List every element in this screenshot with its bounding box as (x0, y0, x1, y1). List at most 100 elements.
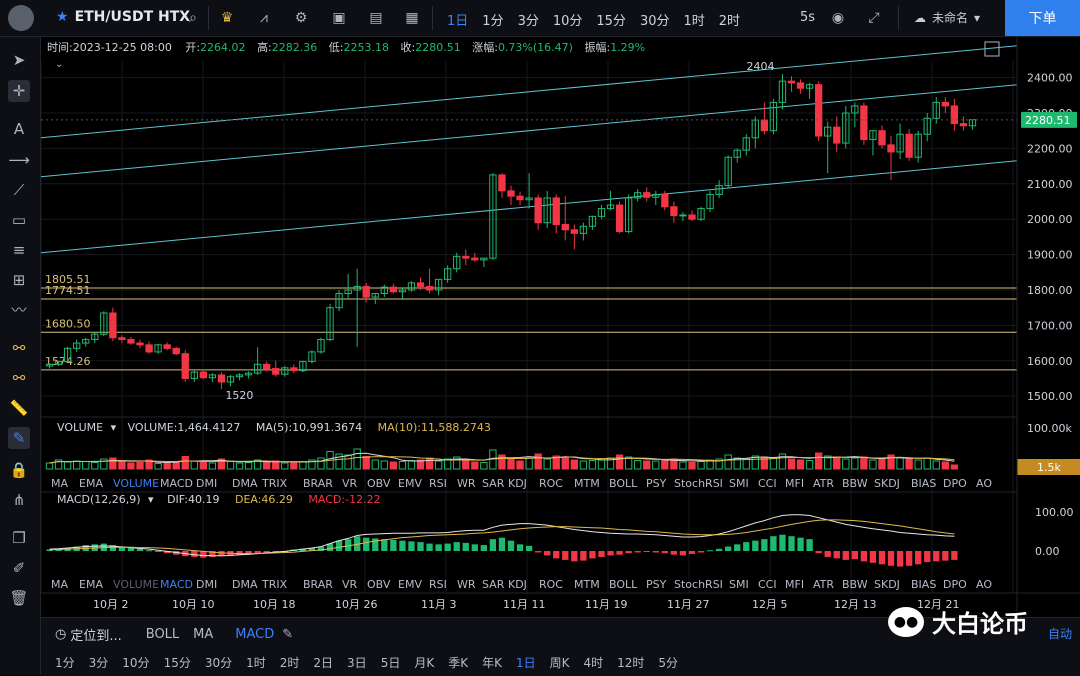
timeframe-13[interactable]: 1日 (515, 656, 536, 670)
magnet-strong-icon[interactable]: ⚯ (12, 369, 26, 387)
indicator-tab-atr[interactable]: ATR (813, 578, 834, 591)
indicator-tab-bbw[interactable]: BBW (842, 477, 868, 490)
indicator-tab-vr[interactable]: VR (342, 477, 358, 490)
indicator-tab-dpo[interactable]: DPO (943, 477, 967, 490)
tool-ma[interactable]: MA (193, 627, 214, 642)
interval-tab-4[interactable]: 15分 (596, 14, 626, 29)
wave-icon[interactable]: 〰 (11, 301, 27, 319)
indicator-tab-ao[interactable]: AO (976, 578, 992, 591)
indicator-tab-cci[interactable]: CCI (758, 477, 777, 490)
layout-icon[interactable]: ▦ (405, 10, 419, 26)
indicator-tab-bbw[interactable]: BBW (842, 578, 868, 591)
goto-button[interactable]: 定位到... (70, 629, 122, 644)
timeframe-9[interactable]: 5日 (380, 656, 401, 670)
dropdown-triangle-icon[interactable]: ▾ (148, 493, 154, 506)
indicator-tab-bias[interactable]: BIAS (911, 477, 936, 490)
timeframe-14[interactable]: 周K (549, 656, 570, 670)
indicator-tab-vr[interactable]: VR (342, 578, 358, 591)
favorite-star-icon[interactable]: ★ (56, 9, 69, 25)
indicator-tab-ma[interactable]: MA (51, 578, 68, 591)
timeframe-3[interactable]: 15分 (163, 656, 191, 670)
channel-line-0[interactable] (41, 45, 1018, 139)
magnet-icon[interactable]: ⚯ (12, 339, 26, 357)
dropdown-triangle-icon[interactable]: ▾ (111, 421, 117, 434)
channel-line-1[interactable] (41, 84, 1018, 178)
symbol-selector[interactable]: ★ ETH/USDT HTX (56, 9, 190, 25)
interval-tab-2[interactable]: 3分 (517, 14, 539, 29)
indicator-tab-brar[interactable]: BRAR (303, 578, 333, 591)
interval-tab-5[interactable]: 30分 (639, 14, 670, 29)
timeframe-12[interactable]: 年K (482, 656, 502, 670)
timeframe-17[interactable]: 5分 (658, 656, 679, 670)
edit-icon[interactable]: ✎ (282, 627, 294, 642)
indicator-tab-ema[interactable]: EMA (79, 477, 103, 490)
indicator-tab-smi[interactable]: SMI (729, 578, 749, 591)
price-axis[interactable]: 2400.002300.002200.002100.002000.001900.… (41, 72, 1073, 404)
indicator-tab-ma[interactable]: MA (51, 477, 68, 490)
indicator-tab-trix[interactable]: TRIX (261, 477, 288, 490)
timeframe-16[interactable]: 12时 (617, 656, 645, 670)
timeframe-5[interactable]: 1时 (246, 656, 266, 670)
indicator-tab-macd[interactable]: MACD (160, 578, 193, 591)
pen-icon[interactable]: ✎ (8, 427, 30, 449)
rectangle-icon[interactable]: ▭ (11, 211, 27, 229)
indicator-tab-sar[interactable]: SAR (482, 477, 505, 490)
indicator-tab-mtm[interactable]: MTM (574, 578, 600, 591)
indicator-tab-mfi[interactable]: MFI (785, 477, 804, 490)
timeframe-4[interactable]: 30分 (204, 656, 233, 670)
indicator-tab-mtm[interactable]: MTM (574, 477, 600, 490)
indicator-tab-roc[interactable]: ROC (539, 578, 563, 591)
indicator-tab-volume[interactable]: VOLUME (113, 477, 159, 490)
auto-button[interactable]: 自动 (1047, 627, 1072, 641)
date-axis[interactable]: 10月 2 10月 10 10月 18 10月 26 11月 3 11月 11 11月 19… (93, 598, 960, 611)
collapse-chevron-icon[interactable]: ⌄ (55, 59, 63, 70)
indicator-tab-kdj[interactable]: KDJ (508, 578, 527, 591)
timeframe-2[interactable]: 10分 (122, 656, 150, 670)
indicator-tab-dpo[interactable]: DPO (943, 578, 967, 591)
indicator-tab-psy[interactable]: PSY (646, 477, 667, 490)
app-logo[interactable] (8, 5, 34, 31)
interval-tab-7[interactable]: 2时 (718, 14, 741, 29)
timeframe-10[interactable]: 月K (414, 656, 435, 670)
interval-tab-3[interactable]: 10分 (552, 14, 583, 29)
indicator-tab-mfi[interactable]: MFI (785, 578, 804, 591)
refresh-rate[interactable]: 5s (800, 10, 816, 25)
camera-icon[interactable]: ◉ (831, 10, 845, 26)
timeframe-8[interactable]: 3日 (347, 656, 367, 670)
indicator-tab-smi[interactable]: SMI (729, 477, 749, 490)
indicator-tab-dmi[interactable]: DMI (196, 477, 217, 490)
crosshair-icon[interactable]: ✛ (8, 80, 30, 102)
crown-icon[interactable]: ♛ (220, 10, 234, 26)
indicator-tab-wr[interactable]: WR (457, 578, 476, 591)
indicator-tab-rsi[interactable]: RSI (429, 477, 447, 490)
indicator-tab-emv[interactable]: EMV (398, 578, 422, 591)
indicator-tab-macd[interactable]: MACD (160, 477, 193, 490)
clock-icon[interactable]: ◷ (55, 627, 67, 642)
channel-icon[interactable]: ≡ (12, 241, 26, 259)
horizontal-line-icon[interactable]: ⟶ (8, 151, 30, 169)
interval-tab-6[interactable]: 1时 (683, 14, 705, 29)
indicator-tab-wr[interactable]: WR (457, 477, 476, 490)
text-tool-icon[interactable]: A (13, 120, 25, 138)
visibility-icon[interactable]: ⋔ (12, 491, 26, 509)
timeframe-11[interactable]: 季K (448, 656, 469, 670)
indicator-tab-dmi[interactable]: DMI (196, 578, 217, 591)
search-icon[interactable]: ⌕ (189, 10, 197, 26)
indicator-tab-ao[interactable]: AO (976, 477, 992, 490)
timeframe-0[interactable]: 1分 (55, 656, 75, 670)
edit-icon[interactable]: ✐ (12, 559, 26, 577)
screenshot-icon[interactable]: ▣ (332, 10, 346, 26)
indicator-tab-psy[interactable]: PSY (646, 578, 667, 591)
timeframe-1[interactable]: 3分 (88, 656, 109, 670)
indicator-tab-boll[interactable]: BOLL (609, 477, 638, 490)
indicator-tab-boll[interactable]: BOLL (609, 578, 638, 591)
trendline-icon[interactable]: ⟋ (13, 181, 25, 199)
indicator-tab-cci[interactable]: CCI (758, 578, 777, 591)
ruler-icon[interactable]: 📏 (9, 399, 29, 417)
indicator-tab-dma[interactable]: DMA (232, 477, 258, 490)
indicator-tab-obv[interactable]: OBV (367, 477, 391, 490)
indicator-tab-atr[interactable]: ATR (813, 477, 834, 490)
indicator-tab-skdj[interactable]: SKDJ (874, 578, 900, 591)
indicator-tab-volume[interactable]: VOLUME (113, 578, 159, 591)
layout-name-dropdown[interactable]: ☁ 未命名 ▾ (914, 9, 980, 26)
